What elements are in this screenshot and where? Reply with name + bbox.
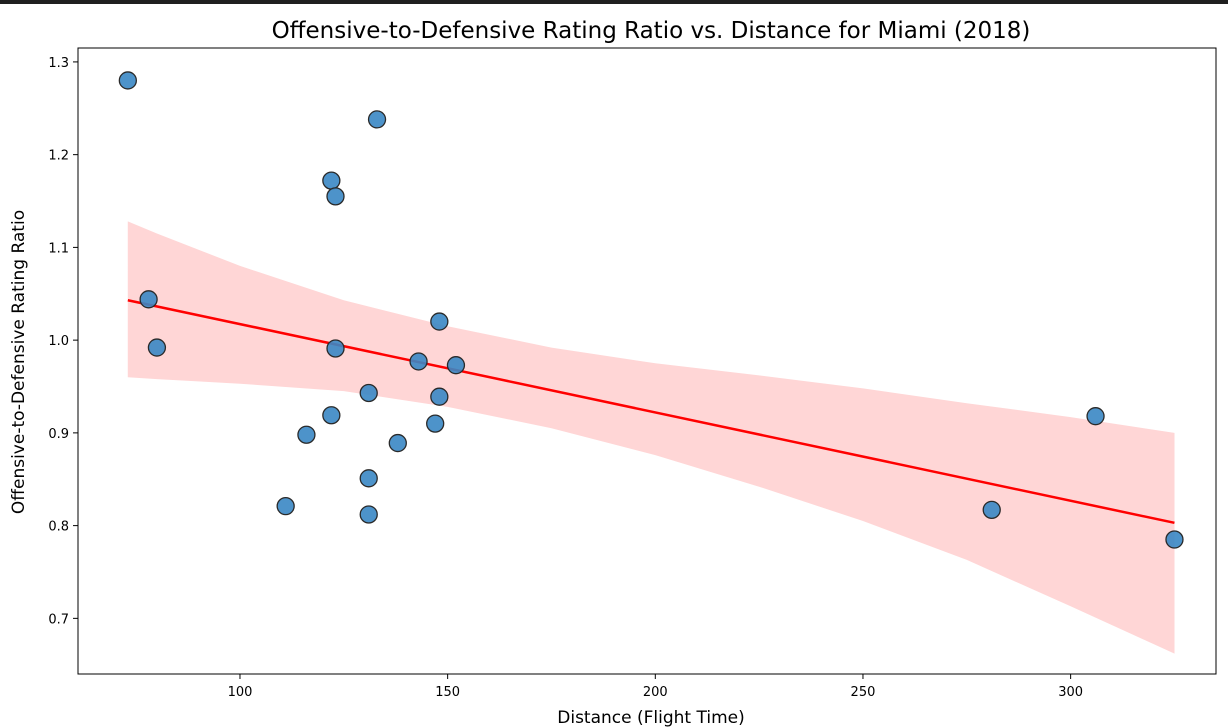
x-tick-label: 200 — [643, 685, 668, 700]
y-tick-label: 1.1 — [48, 241, 69, 256]
y-tick-label: 0.8 — [48, 520, 69, 535]
data-point — [359, 383, 378, 403]
data-point — [388, 433, 407, 453]
y-axis-label: Offensive-to-Defensive Rating Ratio — [9, 210, 29, 514]
window-top-border — [0, 0, 1228, 4]
data-point — [326, 339, 345, 358]
data-point — [276, 496, 295, 516]
confidence-band — [127, 221, 1175, 654]
data-point — [322, 406, 341, 425]
x-axis-ticks: 100 150 200 250 300 — [228, 674, 1083, 700]
data-point — [297, 425, 316, 444]
regression-line — [127, 299, 1175, 525]
data-point — [982, 500, 1001, 519]
data-point — [367, 110, 387, 129]
data-point — [1086, 407, 1105, 426]
x-tick-label: 250 — [851, 685, 876, 700]
regression-line-layer — [127, 299, 1175, 525]
x-tick-label: 150 — [435, 685, 460, 700]
data-point — [409, 352, 428, 371]
confidence-band-layer — [127, 221, 1175, 654]
data-point — [147, 338, 167, 357]
y-axis-ticks: 0.7 0.8 0.9 1.0 1.1 1.2 1.3 — [48, 56, 78, 627]
data-point — [326, 187, 345, 206]
y-tick-label: 1.2 — [48, 149, 69, 164]
x-tick-label: 100 — [228, 685, 253, 700]
data-point — [139, 290, 158, 309]
y-tick-label: 1.0 — [48, 334, 69, 349]
data-points-layer — [118, 71, 1184, 549]
x-tick-label: 300 — [1058, 685, 1083, 700]
y-tick-label: 0.7 — [48, 612, 69, 627]
data-point — [322, 171, 341, 190]
x-axis-label: Distance (Flight Time) — [557, 708, 744, 727]
plot-frame — [77, 47, 1217, 675]
chart-title: Offensive-to-Defensive Rating Ratio vs. … — [272, 18, 1031, 44]
data-point — [426, 414, 445, 433]
data-point — [359, 469, 378, 488]
data-point — [118, 71, 137, 90]
data-point — [359, 505, 378, 524]
y-tick-label: 0.9 — [48, 427, 69, 442]
data-point — [430, 312, 449, 331]
data-point — [430, 387, 449, 406]
data-point — [1165, 530, 1184, 549]
data-point — [446, 356, 466, 375]
y-tick-label: 1.3 — [48, 56, 69, 71]
